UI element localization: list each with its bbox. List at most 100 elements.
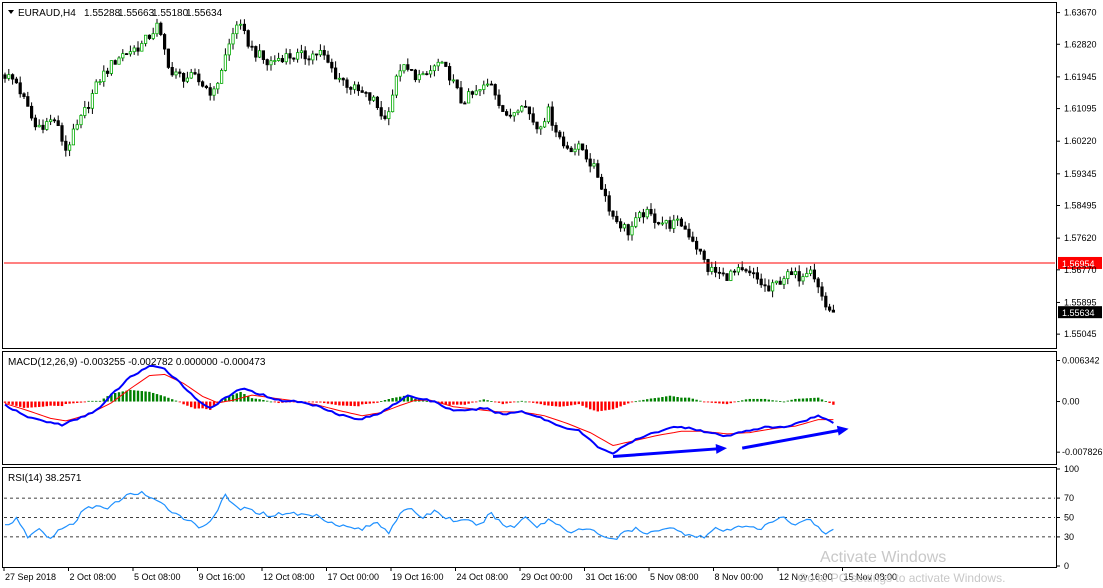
- candle-body: [444, 61, 448, 67]
- macd-histogram-bar: [163, 396, 166, 402]
- time-tick-label: 31 Oct 16:00: [586, 572, 638, 582]
- candle-body: [280, 58, 285, 63]
- candle-body: [562, 136, 566, 147]
- candle-body: [406, 64, 410, 70]
- candle-body: [341, 77, 345, 81]
- candle-body: [619, 221, 623, 229]
- macd-histogram-bar: [49, 401, 52, 406]
- macd-histogram-bar: [676, 397, 679, 402]
- symbol-dropdown-icon[interactable]: [8, 10, 14, 14]
- macd-histogram-bar: [634, 401, 637, 403]
- macd-histogram-bar: [729, 401, 732, 404]
- candle-body: [520, 105, 524, 112]
- macd-histogram-bar: [824, 401, 827, 403]
- macd-histogram-bar: [292, 401, 295, 403]
- macd-histogram-bar: [304, 401, 307, 403]
- macd-histogram-bar: [649, 398, 653, 402]
- price-chart-title: EURAUD,H4: [18, 8, 76, 19]
- candle-body: [812, 269, 817, 280]
- candle-body: [155, 22, 159, 35]
- macd-histogram-bar: [22, 401, 26, 408]
- candle-body: [364, 92, 368, 94]
- macd-histogram-bar: [76, 401, 79, 403]
- candle-body: [352, 84, 357, 90]
- macd-histogram-bar: [186, 401, 189, 406]
- candle-body: [622, 224, 627, 229]
- macd-histogram-bar: [782, 401, 786, 403]
- macd-histogram-bar: [817, 397, 820, 402]
- macd-histogram-bar: [456, 401, 459, 405]
- macd-histogram-bar: [440, 401, 444, 404]
- candle-body: [87, 107, 91, 109]
- candle-body: [379, 107, 383, 117]
- macd-histogram-bar: [657, 397, 660, 402]
- price-tick-label: 1.55895: [1064, 297, 1097, 307]
- divergence-arrows: [612, 425, 849, 459]
- level-price-tag: [1058, 256, 1102, 269]
- macd-histogram-bar: [532, 401, 535, 403]
- macd-histogram-bar: [11, 401, 14, 405]
- candle-body: [447, 66, 452, 81]
- macd-histogram-bar: [699, 400, 702, 402]
- candle-body: [679, 218, 684, 227]
- candle-body: [543, 121, 547, 128]
- candle-body: [102, 70, 106, 83]
- macd-histogram-bar: [790, 399, 793, 402]
- candle-body: [805, 273, 809, 278]
- candle-body: [242, 23, 246, 31]
- macd-histogram-bar: [482, 399, 485, 402]
- macd-histogram-bar: [159, 395, 162, 402]
- rsi-tick-label: 70: [1064, 493, 1074, 503]
- candle-body: [493, 84, 497, 96]
- macd-histogram-bar: [448, 401, 451, 406]
- macd-histogram-bar: [543, 401, 546, 406]
- macd-histogram-bar: [7, 401, 10, 404]
- macd-histogram-bar: [114, 392, 117, 402]
- candle-body: [143, 34, 148, 44]
- candle-body: [778, 280, 782, 285]
- candle-body: [41, 124, 45, 130]
- time-tick-label: 15 Nov 08:00: [844, 572, 898, 582]
- macd-histogram-bar: [311, 401, 314, 403]
- macd-histogram-bar: [771, 400, 774, 402]
- macd-histogram-bar: [444, 401, 447, 405]
- candle-body: [261, 50, 266, 60]
- candle-body: [816, 278, 820, 288]
- macd-histogram-bar: [623, 401, 626, 405]
- macd-histogram-bar: [475, 401, 478, 403]
- candle-body: [451, 79, 456, 82]
- candle-body: [463, 102, 467, 105]
- macd-histogram-bar: [794, 398, 797, 402]
- macd-histogram-bar: [345, 401, 349, 406]
- candle-body: [436, 61, 440, 67]
- candle-body: [470, 91, 475, 95]
- candle-body: [790, 271, 794, 276]
- candle-body: [197, 73, 201, 83]
- candle-body: [774, 280, 779, 284]
- candle-body: [64, 140, 68, 151]
- candle-body: [185, 77, 189, 82]
- macd-histogram-bar: [57, 401, 60, 406]
- candle-body: [398, 70, 402, 77]
- macd-histogram-bar: [425, 401, 428, 402]
- candle-body: [273, 60, 277, 62]
- macd-histogram-bar: [767, 399, 770, 402]
- candle-body: [117, 57, 121, 65]
- candle-body: [588, 158, 592, 167]
- macd-histogram-bar: [661, 397, 664, 402]
- candle-body: [212, 88, 216, 96]
- macd-histogram-bar: [228, 396, 231, 402]
- time-tick-label: 5 Oct 08:00: [134, 572, 181, 582]
- time-tick-label: 24 Oct 08:00: [457, 572, 509, 582]
- candle-body: [26, 96, 30, 107]
- time-axis: 27 Sep 2018 2 Oct 08:00 5 Oct 08:00 9 Oct 1…: [3, 567, 898, 582]
- candle-body: [79, 115, 83, 126]
- macd-histogram-bar: [224, 398, 227, 402]
- macd-histogram-bar: [505, 401, 508, 404]
- time-tick-label: 29 Oct 00:00: [521, 572, 573, 582]
- macd-histogram-bar: [828, 401, 831, 403]
- candle-body: [193, 72, 197, 75]
- rsi-tick-label: 100: [1064, 464, 1079, 474]
- candle-body: [695, 240, 699, 250]
- macd-histogram-bar: [471, 401, 474, 403]
